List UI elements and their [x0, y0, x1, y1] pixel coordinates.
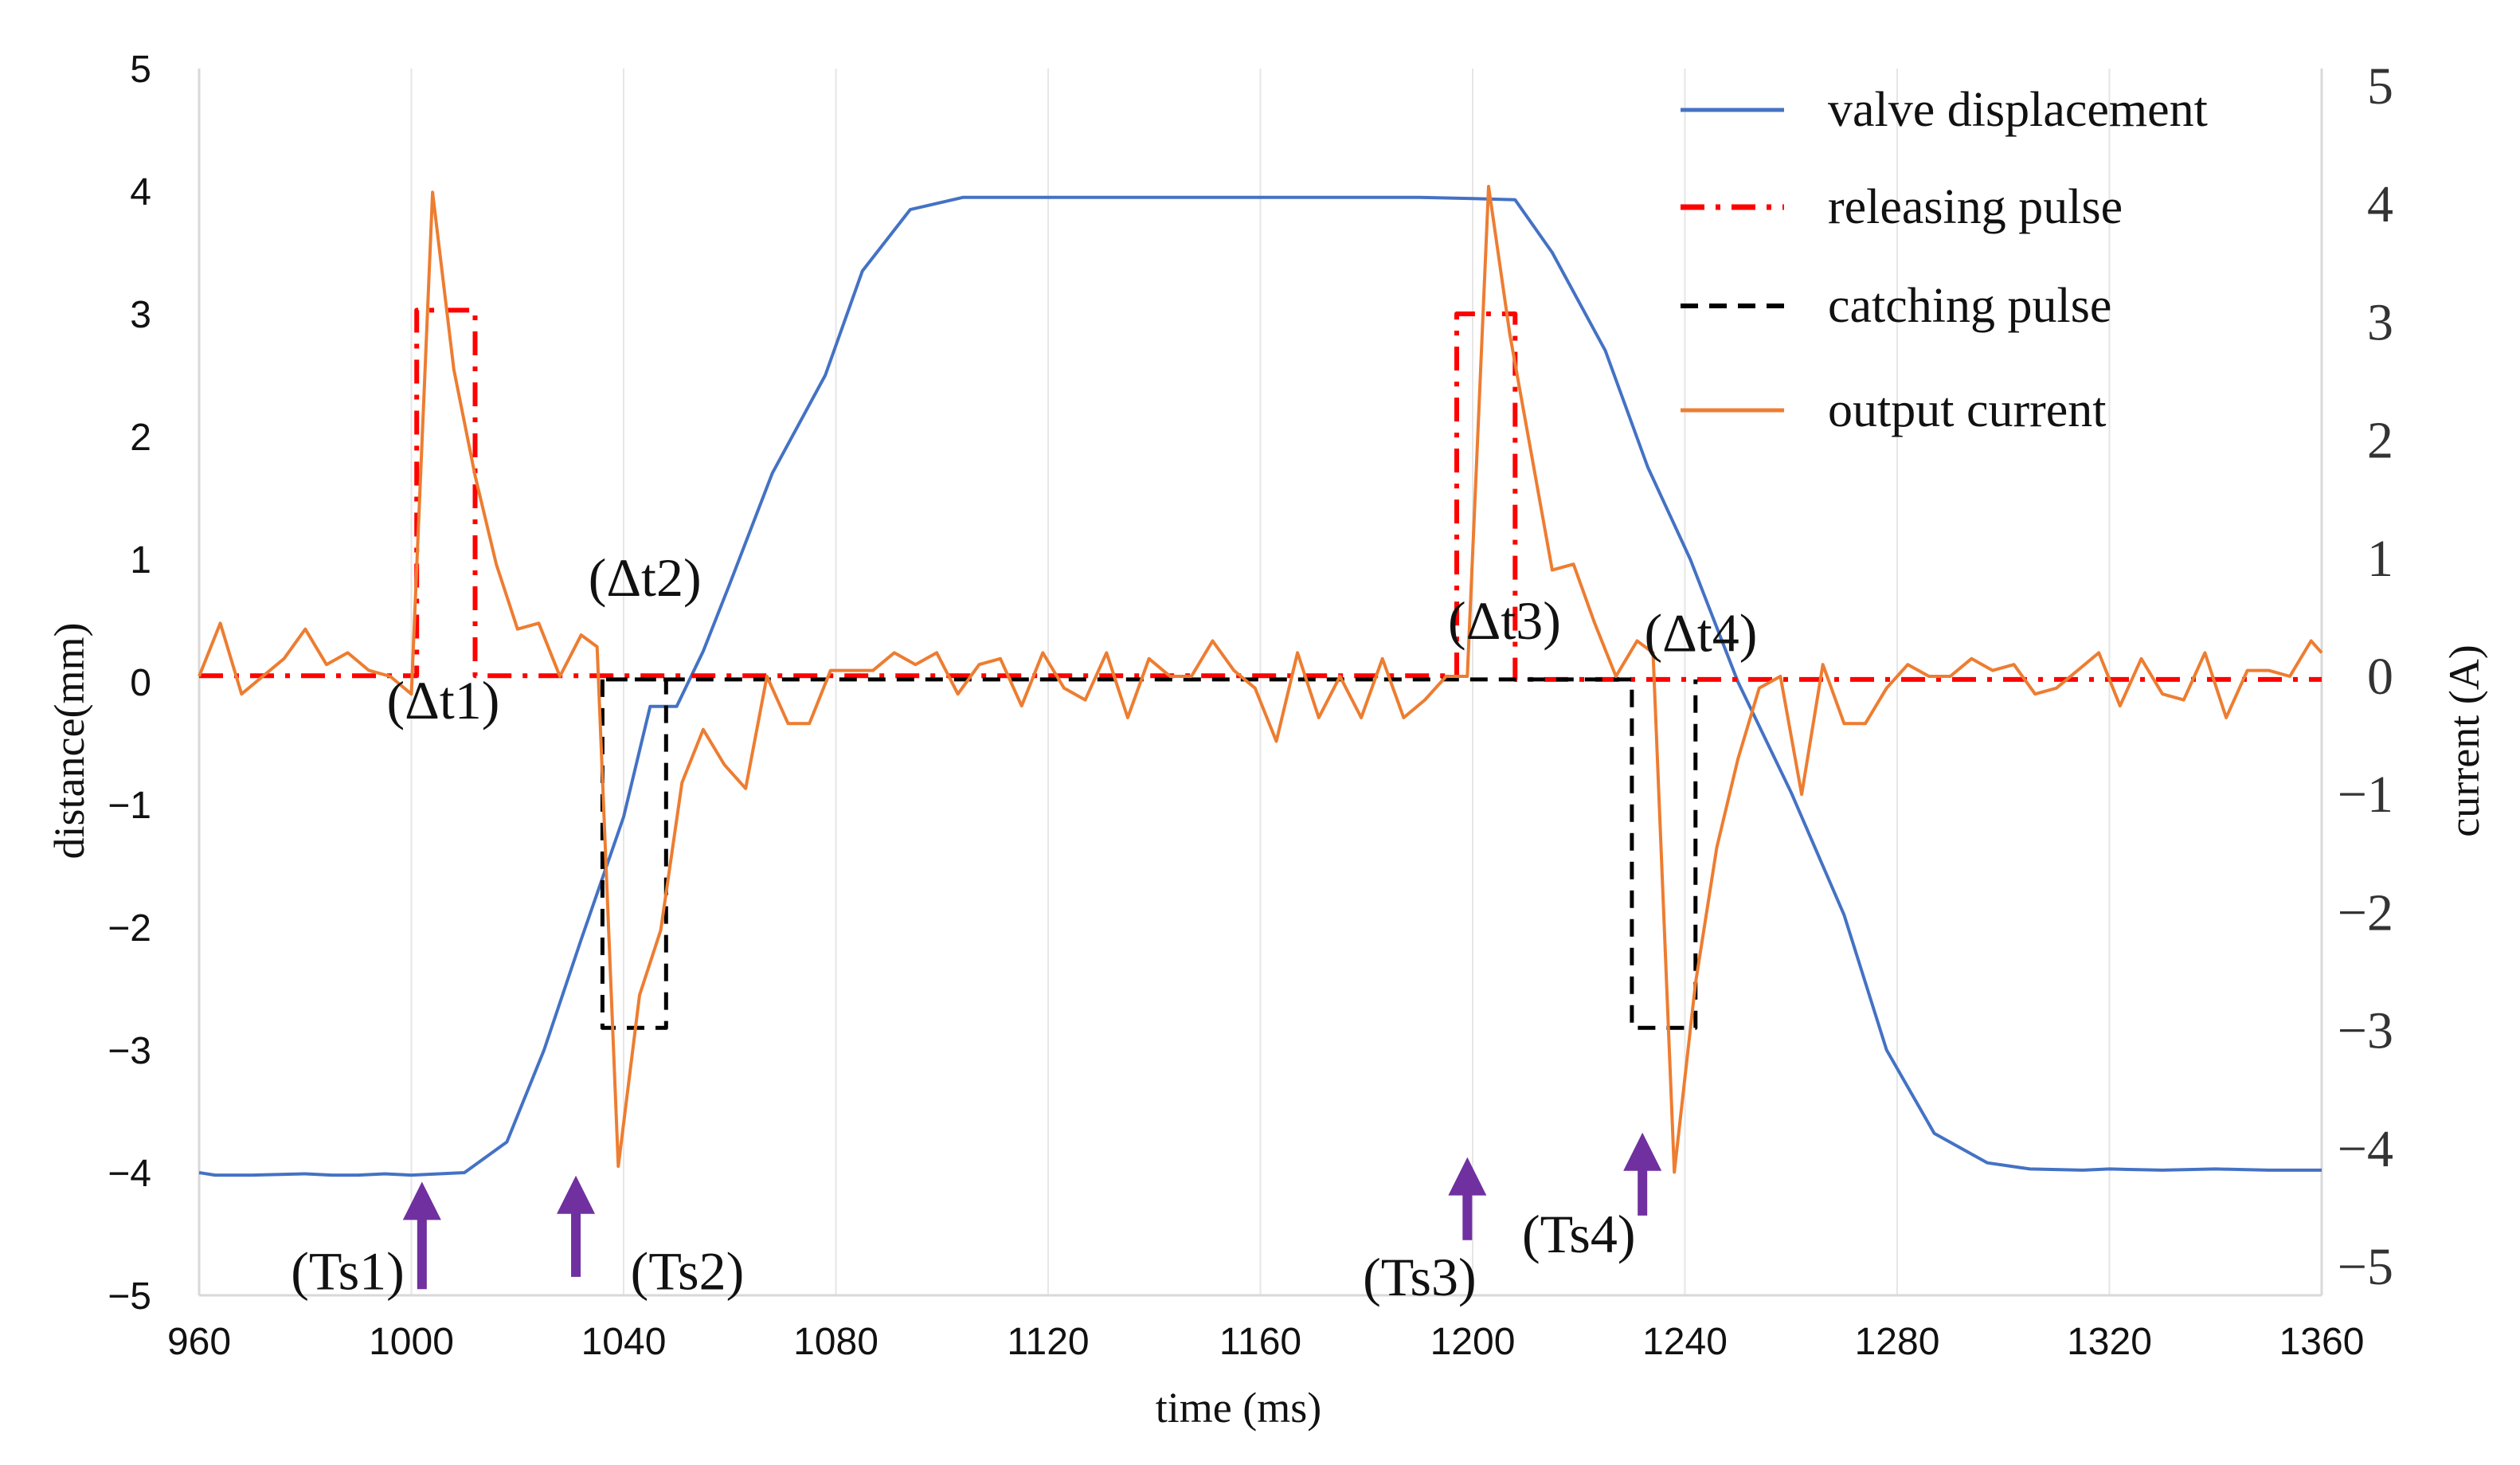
- arrow-head: [402, 1181, 441, 1220]
- series-line-output-current: [198, 185, 2323, 1174]
- legend-label: releasing pulse: [1828, 180, 2123, 234]
- x-tick-label: 1040: [581, 1321, 667, 1363]
- arrow-head: [557, 1175, 596, 1214]
- y-right-tick-label: 3: [2367, 293, 2393, 351]
- y-right-tick-label: −1: [2338, 766, 2393, 824]
- x-tick-label: 1240: [1642, 1321, 1728, 1363]
- series-line-catching-pulse: [600, 677, 1698, 1030]
- y-left-tick-label: 2: [130, 417, 151, 459]
- annotation-label: (Ts4): [1522, 1204, 1636, 1264]
- left-tick-labels: 5 4 3 2 1 0 −1 −2 −3 −4 −5: [108, 49, 151, 1318]
- legend-label: valve displacement: [1828, 83, 2208, 137]
- x-tick-label: 1320: [2067, 1321, 2152, 1363]
- x-tick-label: 1200: [1430, 1321, 1516, 1363]
- annotation-label: (Δt2): [589, 547, 702, 608]
- series-line-valve-displacement: [198, 195, 2322, 1177]
- legend: valve displacement releasing pulse catchin…: [1681, 83, 2208, 437]
- y-right-tick-label: −3: [2338, 1002, 2393, 1060]
- y-left-tick-label: −3: [108, 1030, 151, 1072]
- y-right-tick-label: 4: [2367, 175, 2393, 233]
- legend-label: catching pulse: [1828, 279, 2111, 333]
- annotation-label: (Δt4): [1645, 603, 1758, 664]
- y-left-tick-label: 4: [130, 171, 151, 213]
- y-left-tick-label: −1: [108, 785, 151, 827]
- y-axis-label-left: distance(mm): [45, 623, 93, 860]
- right-tick-labels: 5 4 3 2 1 0 −1 −2 −3 −4 −5: [2338, 57, 2393, 1296]
- y-left-tick-label: −2: [108, 907, 151, 950]
- y-left-tick-label: 1: [130, 539, 151, 582]
- y-right-tick-label: −2: [2338, 883, 2393, 942]
- y-right-tick-label: 0: [2367, 648, 2393, 706]
- annotation-label: (Ts3): [1363, 1247, 1477, 1307]
- x-tick-label: 1160: [1219, 1321, 1301, 1363]
- x-tick-label: 1120: [1007, 1321, 1089, 1363]
- y-right-tick-label: −4: [2338, 1120, 2393, 1178]
- y-left-tick-label: 3: [130, 294, 151, 336]
- x-tick-label: 960: [167, 1321, 231, 1363]
- x-tick-label: 1360: [2279, 1321, 2365, 1363]
- y-left-tick-label: 0: [130, 662, 151, 704]
- series-line-releasing-pulse: [199, 307, 2322, 682]
- y-right-tick-label: 2: [2367, 412, 2393, 470]
- y-axis-label-right: current (A): [2440, 644, 2488, 836]
- x-tick-label: 1000: [369, 1321, 454, 1363]
- annotations-group: (Δt1) (Δt2) (Δt3) (Δt4) (Ts1) (Ts2) (Ts3) (Ts4): [291, 547, 1757, 1307]
- y-left-tick-label: −4: [108, 1153, 151, 1195]
- x-tick-label: 1280: [1855, 1321, 1940, 1363]
- axes: [198, 69, 2323, 1297]
- bottom-tick-labels: 960 1000 1040 1080 1120 1160 1200 1240 1280 1320 1…: [167, 1321, 2364, 1363]
- annotation-label: (Ts2): [631, 1240, 745, 1301]
- arrow-head: [1448, 1157, 1487, 1196]
- arrows-group: [402, 1132, 1662, 1290]
- arrow-head: [1623, 1132, 1662, 1171]
- legend-label: output current: [1828, 383, 2107, 437]
- y-left-tick-label: 5: [130, 49, 151, 91]
- y-right-tick-label: 5: [2367, 57, 2393, 116]
- x-axis-label: time (ms): [1156, 1384, 1321, 1432]
- annotation-label: (Ts1): [291, 1240, 405, 1301]
- y-left-tick-label: −5: [108, 1275, 151, 1318]
- y-right-tick-label: −5: [2338, 1238, 2393, 1296]
- annotation-label: (Δt1): [387, 670, 500, 731]
- x-tick-label: 1080: [793, 1321, 878, 1363]
- annotation-label: (Δt3): [1448, 590, 1561, 651]
- series-group: [198, 185, 2323, 1177]
- y-right-tick-label: 1: [2367, 530, 2393, 588]
